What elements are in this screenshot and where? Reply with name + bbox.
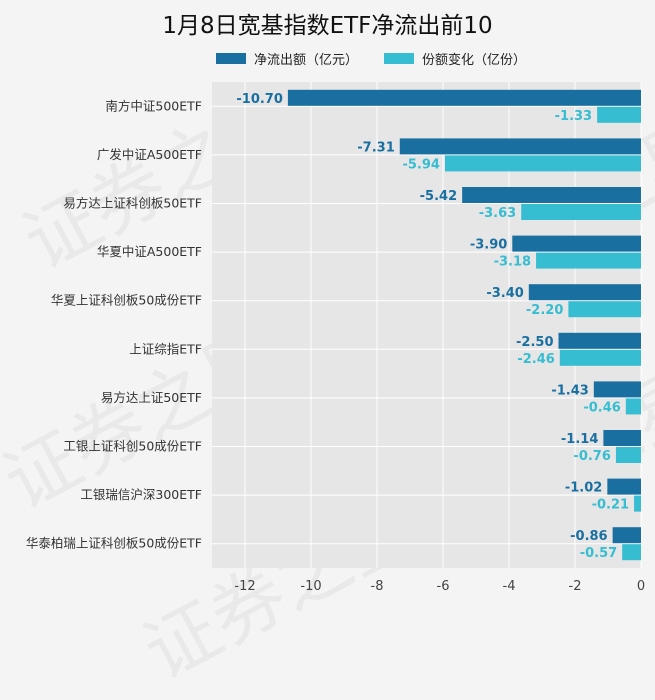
data-label-net-outflow: -1.02 bbox=[565, 481, 602, 496]
data-label-share-change: -0.76 bbox=[573, 449, 610, 464]
data-label-net-outflow: -10.70 bbox=[236, 92, 283, 107]
y-category-label: 上证综指ETF bbox=[129, 341, 202, 356]
legend-swatch bbox=[384, 52, 415, 64]
data-label-net-outflow: -0.86 bbox=[570, 529, 607, 544]
data-label-share-change: -2.46 bbox=[517, 352, 554, 367]
y-category-label: 华夏中证A500ETF bbox=[97, 244, 202, 259]
data-label-net-outflow: -3.90 bbox=[470, 238, 507, 253]
bar-net-outflow bbox=[558, 332, 641, 349]
x-tick-label: -12 bbox=[234, 579, 255, 594]
data-label-net-outflow: -5.42 bbox=[420, 189, 457, 204]
y-category-label: 工银上证科创50成份ETF bbox=[63, 439, 202, 454]
bar-net-outflow bbox=[593, 381, 641, 398]
bar-share-change bbox=[444, 155, 641, 172]
y-category-label: 华泰柏瑞上证科创板50成份ETF bbox=[26, 536, 202, 551]
legend-item-net-outflow: 净流出额（亿元） bbox=[216, 49, 358, 68]
data-label-share-change: -0.57 bbox=[580, 546, 617, 561]
y-category-label: 南方中证500ETF bbox=[105, 98, 202, 113]
data-label-net-outflow: -1.43 bbox=[551, 383, 588, 398]
data-label-net-outflow: -3.40 bbox=[486, 286, 523, 301]
bar-chart: -12 -10 -8 -6 -4 -2 0 南方中证500ETF -10.70 -1.33 广发中证… bbox=[26, 82, 645, 594]
bar-net-outflow bbox=[512, 235, 641, 252]
x-tick-label: -2 bbox=[569, 579, 582, 594]
x-tick-label: -10 bbox=[300, 579, 321, 594]
bar-net-outflow bbox=[528, 284, 641, 301]
y-category-label: 易方达上证50ETF bbox=[101, 390, 202, 405]
bar-share-change bbox=[625, 398, 641, 415]
legend-item-share-change: 份额变化（亿份） bbox=[384, 49, 526, 68]
data-label-net-outflow: -1.14 bbox=[561, 432, 598, 447]
legend-label: 净流出额（亿元） bbox=[254, 52, 359, 68]
legend-swatch bbox=[216, 52, 246, 64]
chart-title: 1月8日宽基指数ETF净流出前10 bbox=[162, 13, 493, 39]
data-label-share-change: -5.94 bbox=[402, 157, 439, 172]
bar-share-change bbox=[634, 495, 641, 512]
bar-net-outflow bbox=[399, 138, 641, 155]
bar-net-outflow bbox=[612, 527, 641, 544]
bar-net-outflow bbox=[287, 89, 641, 106]
bar-share-change bbox=[622, 544, 641, 561]
y-category-label: 华夏上证科创板50成份ETF bbox=[51, 293, 202, 308]
data-label-net-outflow: -7.31 bbox=[357, 140, 394, 155]
bar-share-change bbox=[559, 349, 641, 366]
x-tick-label: -4 bbox=[503, 579, 516, 594]
bar-share-change bbox=[597, 106, 641, 123]
y-category-label: 易方达上证科创板50ETF bbox=[63, 196, 202, 211]
data-label-share-change: -3.63 bbox=[479, 206, 516, 221]
bar-share-change bbox=[536, 252, 641, 269]
x-tick-label: -8 bbox=[371, 579, 384, 594]
data-label-share-change: -3.18 bbox=[494, 255, 531, 270]
bar-net-outflow bbox=[607, 478, 641, 495]
data-label-share-change: -2.20 bbox=[526, 303, 563, 318]
bar-share-change bbox=[568, 301, 641, 318]
bar-net-outflow bbox=[462, 187, 641, 203]
y-category-label: 工银瑞信沪深300ETF bbox=[80, 487, 202, 502]
y-category-label: 广发中证A500ETF bbox=[97, 147, 202, 162]
x-tick-label: 0 bbox=[637, 579, 645, 594]
x-tick-label: -6 bbox=[437, 579, 450, 594]
bar-share-change bbox=[521, 204, 641, 220]
bar-net-outflow bbox=[603, 430, 641, 446]
chart-legend: 净流出额（亿元） 份额变化（亿份） bbox=[216, 48, 552, 68]
data-label-share-change: -0.21 bbox=[592, 498, 629, 513]
data-label-share-change: -1.33 bbox=[555, 109, 592, 124]
data-label-share-change: -0.46 bbox=[583, 400, 620, 415]
bar-share-change bbox=[615, 447, 641, 463]
legend-label: 份额变化（亿份） bbox=[422, 52, 527, 68]
data-label-net-outflow: -2.50 bbox=[516, 335, 553, 350]
